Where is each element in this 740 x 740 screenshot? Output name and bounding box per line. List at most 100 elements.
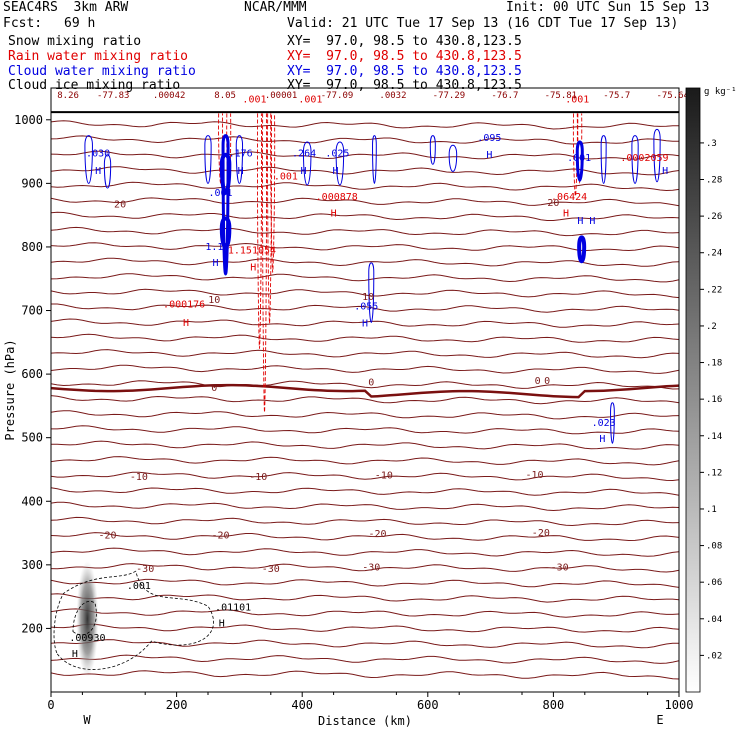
isotherm-line xyxy=(51,670,679,680)
isotherm-label-11: -10 xyxy=(526,470,544,481)
isotherm-label-3: -30 xyxy=(551,563,569,574)
isotherm-label-6: -20 xyxy=(369,529,387,540)
y-axis-label: Pressure (hPa) xyxy=(3,339,17,440)
snow-label-1: .00930 xyxy=(69,633,105,644)
colorbar: g kg⁻¹ .3 .28 .26 .24 .22 .2 .18 .16 .14 .12 .1 .08… xyxy=(685,87,737,693)
cloud-label-10: .025 xyxy=(325,149,349,160)
isotherm-line xyxy=(51,440,679,450)
isotherm-line xyxy=(51,487,679,496)
rain-label-4: H xyxy=(331,208,337,219)
isotherm-line xyxy=(51,349,679,359)
model-title: SEAC4RS 3km ARW xyxy=(3,0,129,15)
rain-label-2: H xyxy=(250,262,256,273)
isotherm-line xyxy=(51,516,679,527)
isotherm-line xyxy=(51,593,679,603)
rain-label-6: H xyxy=(563,208,569,219)
plot-frame xyxy=(50,87,680,693)
cloud-label-5: H xyxy=(238,166,244,177)
field-snow-xy: XY= 97.0, 98.5 to 430.8,123.5 xyxy=(287,34,522,49)
isotherm-line xyxy=(51,120,679,130)
isotherm-line xyxy=(51,303,679,313)
top-value-0: 8.26 xyxy=(57,91,79,101)
snow-label-4: .001 xyxy=(127,581,151,592)
cloud-cell-high xyxy=(610,402,615,444)
x-tick-label-2: 400 xyxy=(291,698,313,712)
cloud-label-20: .023 xyxy=(592,418,616,429)
isotherm-label-0: -30 xyxy=(136,564,154,575)
cloud-cell-w6 xyxy=(335,141,345,186)
cloud-label-9: H xyxy=(332,166,338,177)
top-value-7: -77.29 xyxy=(433,91,466,101)
top-value-11: -75.64 xyxy=(656,91,689,101)
snow-label-2: H xyxy=(219,619,225,630)
y-axis: 200 300 400 500 600 700 800 900 1000 xyxy=(14,113,51,635)
colorbar-tick-label-5: .2 xyxy=(706,322,717,332)
x-tick-label-0: 0 xyxy=(47,698,54,712)
isotherm-label-5: -20 xyxy=(212,530,230,541)
top-value-10: -75.7 xyxy=(603,91,630,101)
y-tick-label-3: 500 xyxy=(21,431,43,445)
snow-contours xyxy=(53,570,214,670)
rain-contours xyxy=(218,113,583,413)
top-value-8: -76.7 xyxy=(491,91,518,101)
isotherm-line xyxy=(51,257,679,267)
colorbar-tick-label-9: .12 xyxy=(706,468,722,478)
isotherm-line xyxy=(51,242,679,252)
rain-strand-west xyxy=(226,113,232,197)
y-tick-label-0: 200 xyxy=(21,621,43,635)
cloud-cell-e2 xyxy=(631,135,639,184)
cloud-cell-w4 xyxy=(235,135,244,184)
y-tick-label-2: 400 xyxy=(21,494,43,508)
cloud-label-11: H xyxy=(362,318,368,329)
isotherm-label-9: -10 xyxy=(249,472,267,483)
snow-label-0: H xyxy=(72,649,78,660)
rain-label-0: H xyxy=(183,318,189,329)
isotherm-line xyxy=(51,333,679,343)
rain-label-3: 1.151054 xyxy=(228,245,276,256)
isotherm-line xyxy=(51,226,679,237)
isotherm-label-18: 20 xyxy=(114,200,126,211)
cloud-label-12: .055 xyxy=(354,301,378,312)
rain-label-5: .000878 xyxy=(316,192,358,203)
isotherm-line xyxy=(51,563,679,573)
snow-label-3: .01101 xyxy=(215,603,251,614)
x-tick-label-4: 800 xyxy=(543,698,565,712)
isotherm-line xyxy=(51,578,679,588)
x-axis: 0 200 400 600 800 1000 xyxy=(47,692,693,712)
x-axis-label: Distance (km) xyxy=(318,714,412,728)
isotherm-label-2: -30 xyxy=(362,563,380,574)
field-cloud-ice-name: Cloud ice mixing ratio xyxy=(8,78,181,93)
colorbar-tick-label-3: .24 xyxy=(706,249,722,259)
isotherm-line xyxy=(51,501,679,512)
isotherm-line xyxy=(51,456,679,466)
cloud-label-18: H xyxy=(662,166,668,177)
isotherm-label-1: -30 xyxy=(262,564,280,575)
cloud-cell-w9 xyxy=(448,144,458,172)
cloud-cell-w5 xyxy=(302,141,312,186)
isotherm-line xyxy=(51,166,679,176)
isotherm-label-15: 0 xyxy=(544,376,550,387)
isotherm-line xyxy=(51,135,679,145)
cloud-label-19: H xyxy=(599,434,605,445)
cloud-cell-w7 xyxy=(372,135,377,184)
colorbar-tick-label-8: .14 xyxy=(706,432,722,442)
isotherm-line xyxy=(51,410,679,420)
rain-strand-left xyxy=(257,113,262,350)
colorbar-unit: g kg⁻¹ xyxy=(704,87,737,97)
isotherm-line xyxy=(51,471,679,482)
cloud-column-west-core xyxy=(219,216,232,249)
cloud-column-east xyxy=(577,235,587,264)
x-tick-label-5: 1000 xyxy=(665,698,694,712)
org-label: NCAR/MMM xyxy=(244,0,307,15)
cloud-cell-w1 xyxy=(84,135,93,184)
isotherm-label-14: 0 xyxy=(535,376,541,387)
isotherm-label-17: 10 xyxy=(362,292,374,303)
init-time: Init: 00 UTC Sun 15 Sep 13 xyxy=(506,0,710,15)
field-cloud-water-name: Cloud water mixing ratio xyxy=(8,64,196,79)
top-value-strip: 8.26 -77.83 .00042 8.05 .00001 -77.09 .0032 -77… xyxy=(57,91,689,101)
cloud-cell-w8 xyxy=(429,135,436,165)
colorbar-tick-label-1: .28 xyxy=(706,176,722,186)
cloud-label-1: .030 xyxy=(86,149,110,160)
cloud-label-8: .264 xyxy=(292,149,316,160)
isotherm-label-13: 0 xyxy=(368,378,374,389)
